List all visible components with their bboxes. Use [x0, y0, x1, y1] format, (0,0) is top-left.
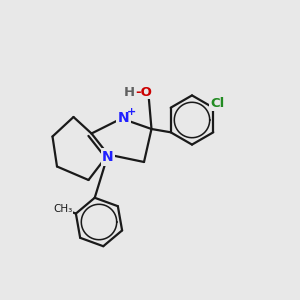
Text: -O: -O	[136, 85, 152, 99]
Text: CH₃: CH₃	[53, 204, 73, 214]
Text: Cl: Cl	[210, 98, 224, 110]
Text: +: +	[127, 107, 136, 117]
Text: N: N	[118, 112, 130, 125]
Text: H: H	[123, 85, 135, 99]
Text: N: N	[102, 150, 114, 164]
